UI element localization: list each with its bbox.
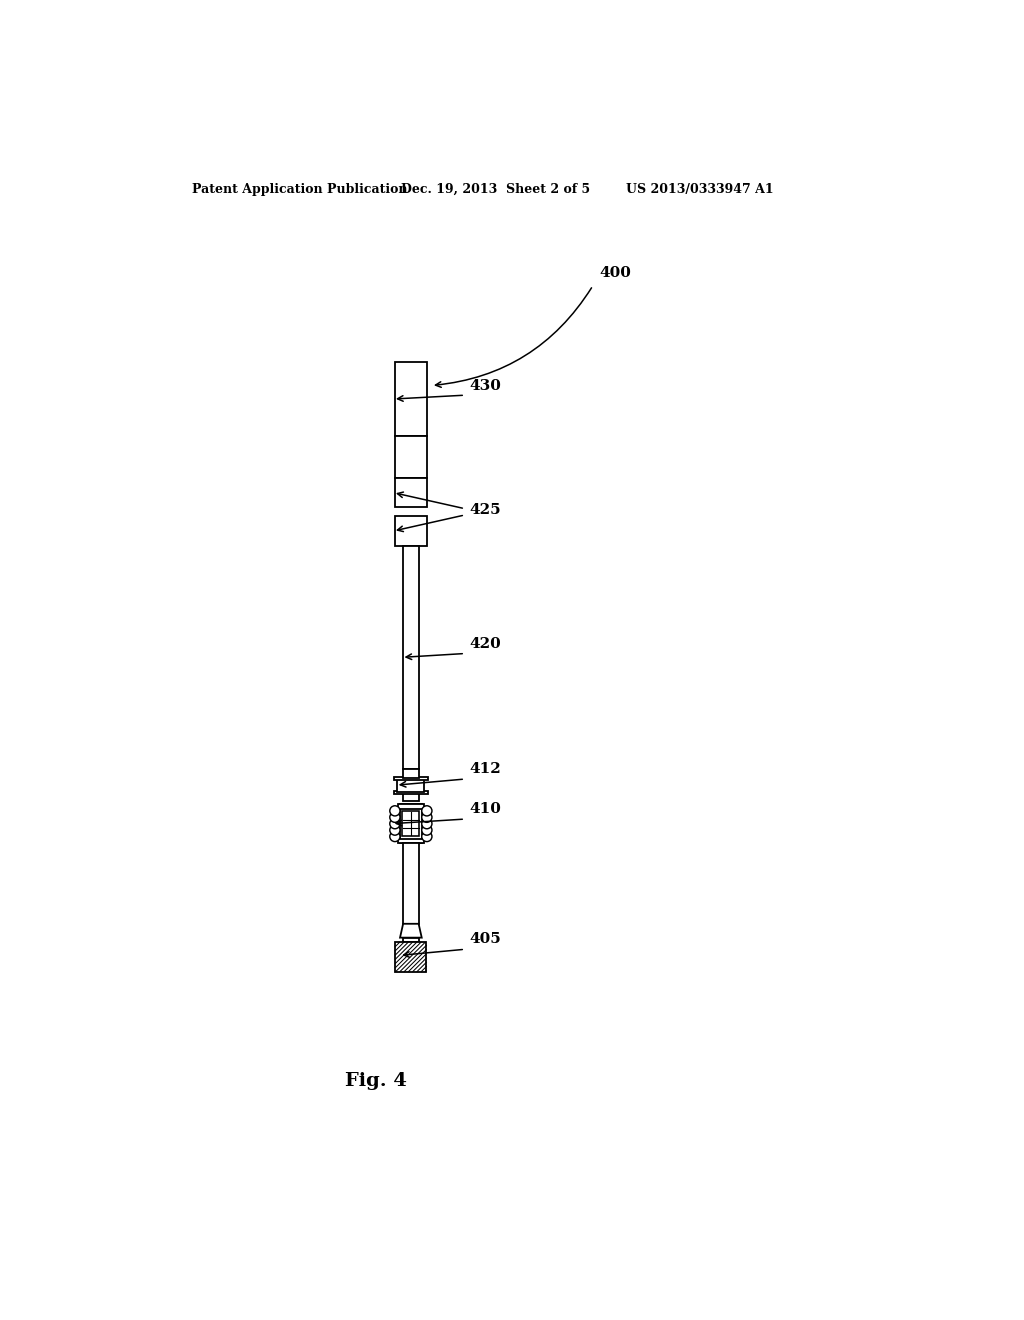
Bar (400, 804, 422, 843)
Bar (394, 791, 428, 793)
Bar (394, 776, 428, 780)
Text: Fig. 4: Fig. 4 (345, 1072, 407, 1090)
Circle shape (422, 805, 432, 816)
Bar (395, 942, 426, 972)
Circle shape (390, 805, 400, 816)
Text: 405: 405 (469, 932, 501, 946)
Bar (397, 804, 424, 809)
Circle shape (422, 832, 432, 842)
Bar (402, 812, 420, 836)
Circle shape (422, 825, 432, 836)
Bar (394, 436, 427, 478)
Text: 425: 425 (469, 503, 501, 517)
Text: 430: 430 (469, 379, 501, 393)
Circle shape (390, 818, 400, 829)
Bar (397, 777, 424, 792)
Bar (403, 937, 419, 942)
Text: US 2013/0333947 A1: US 2013/0333947 A1 (626, 183, 773, 197)
Bar (394, 363, 427, 436)
Circle shape (422, 818, 432, 829)
Text: 410: 410 (469, 803, 501, 816)
Circle shape (422, 812, 432, 822)
Bar (394, 478, 427, 507)
Circle shape (390, 812, 400, 822)
Text: 412: 412 (469, 762, 501, 776)
Text: Dec. 19, 2013  Sheet 2 of 5: Dec. 19, 2013 Sheet 2 of 5 (400, 183, 590, 197)
Polygon shape (400, 924, 422, 937)
Bar (403, 843, 419, 924)
Bar (403, 792, 419, 801)
Circle shape (390, 832, 400, 842)
Bar (394, 516, 427, 545)
Text: 400: 400 (599, 267, 631, 280)
Text: Patent Application Publication: Patent Application Publication (191, 183, 408, 197)
Text: 420: 420 (469, 638, 501, 651)
Bar (403, 770, 419, 777)
Bar (397, 838, 424, 843)
Circle shape (390, 825, 400, 836)
Bar (403, 545, 419, 770)
